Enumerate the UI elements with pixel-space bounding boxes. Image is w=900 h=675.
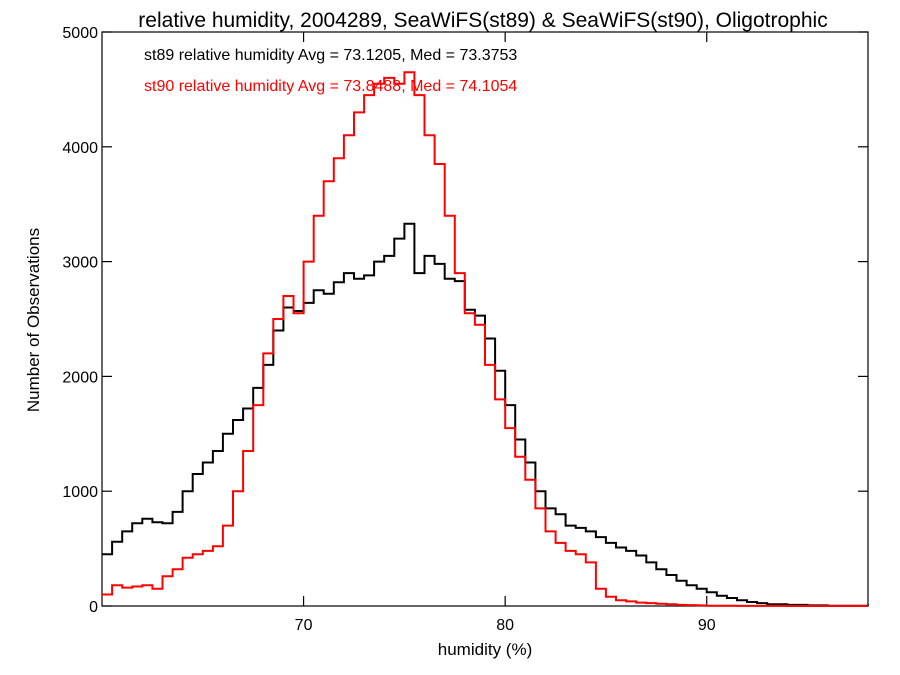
- x-axis-ticks: 70 80 90: [295, 32, 716, 634]
- legend-st90-stats: st90 relative humidity Avg = 73.8488, Me…: [144, 78, 517, 95]
- series-lines: [102, 71, 869, 607]
- x-tick-label: 80: [496, 617, 514, 634]
- x-tick-label: 90: [698, 617, 716, 634]
- legend-st89-stats: st89 relative humidity Avg = 73.1205, Me…: [144, 47, 517, 64]
- plot-area: 0 1000 2000 3000 4000 5000 70 80 90: [62, 25, 869, 634]
- y-tick-label: 5000: [62, 25, 98, 42]
- y-tick-label: 1000: [62, 484, 98, 501]
- x-axis-label: humidity (%): [438, 640, 532, 659]
- chart-title: relative humidity, 2004289, SeaWiFS(st89…: [138, 9, 827, 32]
- plot-frame: [101, 31, 869, 607]
- series-line-0: [102, 222, 869, 607]
- y-tick-label: 0: [89, 599, 98, 616]
- series-line-1: [102, 71, 868, 607]
- y-tick-label: 3000: [62, 255, 98, 272]
- y-tick-label: 2000: [62, 369, 98, 386]
- y-axis-label: Number of Observations: [24, 228, 43, 412]
- y-tick-label: 4000: [62, 140, 98, 157]
- x-tick-label: 70: [295, 617, 313, 634]
- y-axis-ticks: 0 1000 2000 3000 4000 5000: [62, 25, 868, 616]
